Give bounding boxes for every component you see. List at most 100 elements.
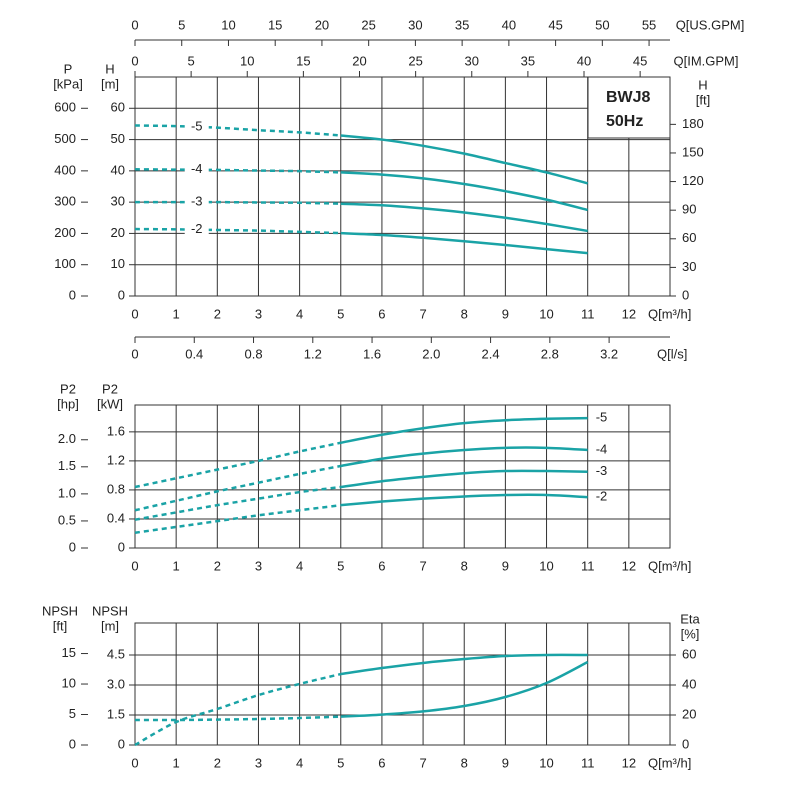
series-label: -5 <box>191 118 203 133</box>
y2-axis-title: [ft] <box>696 92 710 107</box>
y2-axis-title: Eta <box>680 611 700 626</box>
x-tick-label: 12 <box>622 306 636 321</box>
y-axis-title: [m] <box>101 618 119 633</box>
y3-axis-title: [hp] <box>57 396 79 411</box>
y3-tick-label: 0 <box>69 736 76 751</box>
x-tick-label: 7 <box>419 755 426 770</box>
y2-axis-title: H <box>698 77 707 92</box>
x2-tick-label: 1.6 <box>363 346 381 361</box>
x2-tick-label: 45 <box>548 17 562 32</box>
x-tick-label: 9 <box>502 306 509 321</box>
y-tick-label: 40 <box>111 162 125 177</box>
x2-tick-label: 3.2 <box>600 346 618 361</box>
x-tick-label: 12 <box>622 755 636 770</box>
x-tick-label: 11 <box>581 558 595 573</box>
curve-dashed <box>134 715 341 722</box>
x2-tick-label: 15 <box>268 17 282 32</box>
x-tick-label: 3 <box>255 306 262 321</box>
curve <box>340 493 588 507</box>
y-axis-title: [m] <box>101 76 119 91</box>
x-tick-label: 11 <box>581 755 595 770</box>
x-tick-label: 5 <box>337 558 344 573</box>
y-tick-label: 50 <box>111 131 125 146</box>
curve <box>340 469 588 489</box>
y3-tick-label: 10 <box>62 675 76 690</box>
y2-tick-label: 20 <box>682 706 696 721</box>
series-label: -5 <box>596 410 608 425</box>
y-tick-label: 1.5 <box>107 706 125 721</box>
x-tick-label: 4 <box>296 755 303 770</box>
x-tick-label: 0 <box>131 306 138 321</box>
label-bg <box>184 221 209 238</box>
y-axis-title: P2 <box>102 381 118 396</box>
y3-tick-label: 1.5 <box>58 458 76 473</box>
x-tick-label: 3 <box>255 755 262 770</box>
x-tick-label: 7 <box>419 306 426 321</box>
y3-axis-title: [kPa] <box>53 76 83 91</box>
y-axis-title: [kW] <box>97 396 123 411</box>
series-label: -3 <box>596 463 608 478</box>
x-axis-title: Q[m³/h] <box>648 558 691 573</box>
x2-tick-label: 45 <box>633 53 647 68</box>
y2-tick-label: 60 <box>682 646 696 661</box>
label-bg <box>184 161 209 178</box>
curve <box>340 134 589 185</box>
x-tick-label: 8 <box>461 755 468 770</box>
series-label: -2 <box>191 221 203 236</box>
y2-tick-label: 180 <box>682 116 704 131</box>
x2-tick-label: 0.4 <box>185 346 203 361</box>
curve-dashed <box>134 124 341 137</box>
y3-axis-title: NPSH <box>42 603 78 618</box>
x2-tick-label: 10 <box>221 17 235 32</box>
curve-dashed <box>134 485 341 521</box>
y2-tick-label: 120 <box>682 173 704 188</box>
x2-tick-label: 30 <box>465 53 479 68</box>
y-tick-label: 0 <box>118 287 125 302</box>
curve <box>340 231 588 255</box>
x2-axis-title: Q[l/s] <box>657 346 687 361</box>
chart-subtitle: 50Hz <box>606 113 643 130</box>
chart-title: BWJ8 <box>606 89 651 106</box>
x-tick-label: 6 <box>378 306 385 321</box>
x2-tick-label: 20 <box>315 17 329 32</box>
x2-tick-label: 2.4 <box>482 346 500 361</box>
x-tick-label: 0 <box>131 755 138 770</box>
y3-tick-label: 500 <box>54 131 76 146</box>
x2-tick-label: 55 <box>642 17 656 32</box>
plot-frame <box>134 622 671 746</box>
x-tick-label: 1 <box>173 306 180 321</box>
x2-tick-label: 5 <box>188 53 195 68</box>
y-tick-label: 1.6 <box>107 423 125 438</box>
x-axis-title: Q[m³/h] <box>648 755 691 770</box>
x2-tick-label: 5 <box>178 17 185 32</box>
x2-tick-label: 25 <box>361 17 375 32</box>
y3-tick-label: 15 <box>62 645 76 660</box>
x-tick-label: 11 <box>581 306 595 321</box>
y-axis-title: H <box>105 61 114 76</box>
y-axis-title: NPSH <box>92 603 128 618</box>
curve-dashed <box>134 168 341 174</box>
x2-tick-label: 1.2 <box>304 346 322 361</box>
x2-tick-label: 0 <box>131 17 138 32</box>
y3-tick-label: 100 <box>54 256 76 271</box>
y-tick-label: 3.0 <box>107 676 125 691</box>
y2-tick-label: 30 <box>682 259 696 274</box>
curve-dashed <box>134 441 342 489</box>
y-tick-label: 0 <box>118 736 125 751</box>
y-tick-label: 30 <box>111 194 125 209</box>
curve-dashed <box>134 227 341 235</box>
x-tick-label: 9 <box>502 558 509 573</box>
y3-tick-label: 2.0 <box>58 431 76 446</box>
x2-tick-label: 20 <box>352 53 366 68</box>
curve <box>340 171 588 212</box>
y-tick-label: 10 <box>111 256 125 271</box>
curve-dashed <box>134 200 341 205</box>
y3-tick-label: 0 <box>69 287 76 302</box>
y3-tick-label: 600 <box>54 100 76 115</box>
y-tick-label: 4.5 <box>107 646 125 661</box>
x2-axis-title: Q[US.GPM] <box>676 17 745 32</box>
x-tick-label: 6 <box>378 755 385 770</box>
y3-axis-title: P <box>64 61 73 76</box>
series-label: -2 <box>596 489 608 504</box>
